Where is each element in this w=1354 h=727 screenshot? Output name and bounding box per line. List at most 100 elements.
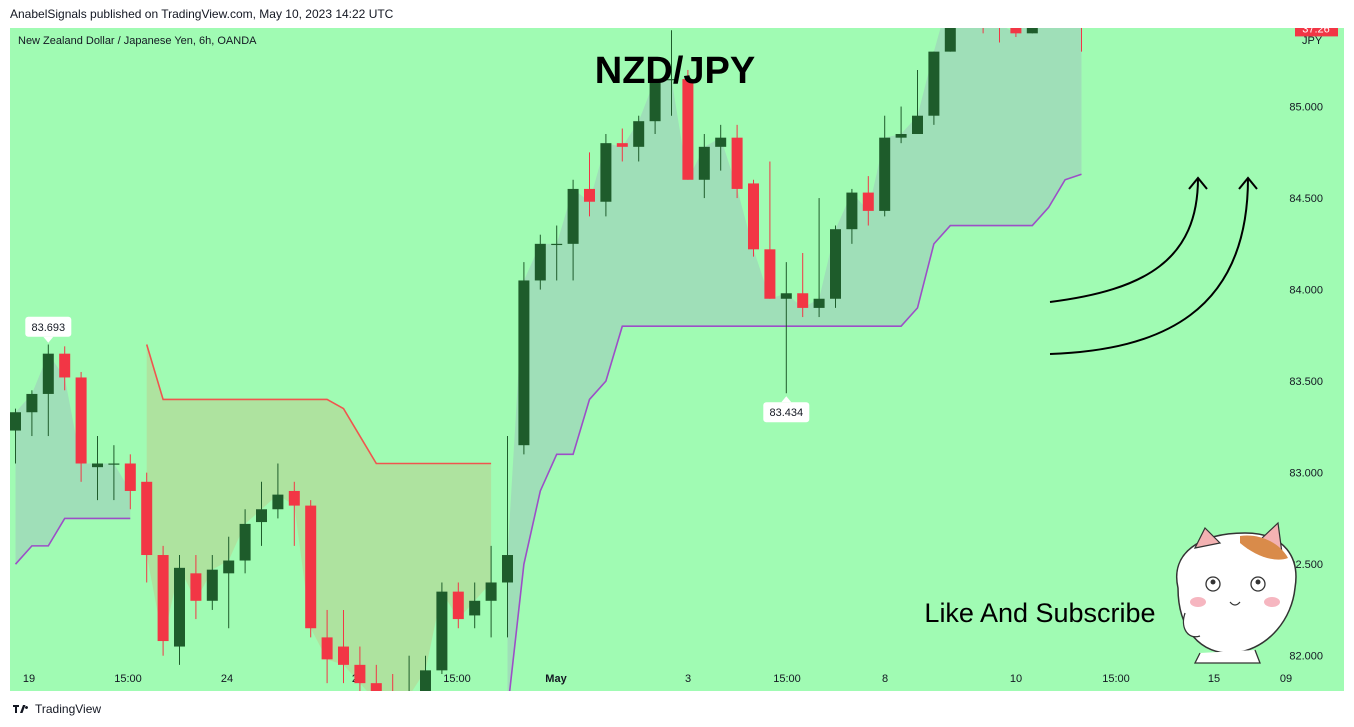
candle[interactable] <box>370 683 382 691</box>
footer: TradingView <box>12 702 101 716</box>
trail-fill <box>15 353 131 565</box>
price-annotation <box>25 316 72 337</box>
cat-mouth <box>1229 601 1241 606</box>
candle[interactable] <box>666 79 677 81</box>
candle[interactable] <box>272 494 284 510</box>
candle[interactable] <box>748 183 759 250</box>
projection-arrow-lower-head <box>1238 176 1258 190</box>
price-annotation-pointer <box>781 396 792 403</box>
candle[interactable] <box>682 79 694 180</box>
candle[interactable] <box>10 412 21 431</box>
y-tick-label: 84.000 <box>1289 285 1323 297</box>
candle[interactable] <box>944 28 956 52</box>
resistance-fill <box>146 344 492 691</box>
candle[interactable] <box>338 646 349 665</box>
price-annotation-pointer <box>43 336 54 343</box>
candle[interactable] <box>584 188 595 202</box>
last-price-countdown: 37:26 <box>1302 28 1330 35</box>
cat-ear-left <box>1193 526 1222 549</box>
candle[interactable] <box>862 192 874 211</box>
candle[interactable] <box>633 121 645 147</box>
candle[interactable] <box>698 146 710 180</box>
cat-cheek-left <box>1190 597 1206 607</box>
candle[interactable] <box>715 137 727 147</box>
candle[interactable] <box>436 591 448 671</box>
candle[interactable] <box>92 463 103 468</box>
candle[interactable] <box>206 569 218 601</box>
candle[interactable] <box>174 567 185 647</box>
candle[interactable] <box>108 463 120 465</box>
x-tick-label: 15 <box>1208 673 1220 685</box>
upper-resistance-line <box>145 344 492 465</box>
candle[interactable] <box>895 134 907 138</box>
cat-body <box>1193 649 1261 664</box>
price-annotation <box>763 402 810 423</box>
price-annotation-label: 83.434 <box>769 407 803 419</box>
chart-panel[interactable]: 82.000 82.500 83.000 83.500 84.000 84.500 85.0… <box>10 28 1344 691</box>
candle[interactable] <box>846 192 858 230</box>
candle[interactable] <box>305 505 317 629</box>
candle[interactable] <box>75 377 87 464</box>
candle[interactable] <box>649 79 661 122</box>
candle[interactable] <box>502 555 513 583</box>
candle[interactable] <box>912 115 923 135</box>
candle[interactable] <box>928 51 940 116</box>
x-tick-label: 15:00 <box>443 673 471 685</box>
candle[interactable] <box>879 137 891 211</box>
candle[interactable] <box>141 481 153 556</box>
price-annotation-label: 83.693 <box>31 322 65 334</box>
candle[interactable] <box>797 293 809 308</box>
candle[interactable] <box>420 670 431 691</box>
candle[interactable] <box>59 353 71 378</box>
y-tick-label: 85.000 <box>1289 102 1323 114</box>
candle[interactable] <box>1026 28 1038 34</box>
candle[interactable] <box>764 249 776 299</box>
candle[interactable] <box>256 509 267 523</box>
projection-arrow-upper <box>1049 177 1199 303</box>
x-tick-label: 15:00 <box>773 673 801 685</box>
candle[interactable] <box>239 523 251 561</box>
x-tick-label: 10 <box>1010 673 1022 685</box>
candle[interactable] <box>42 353 54 394</box>
candle[interactable] <box>354 664 366 684</box>
candle[interactable] <box>124 463 136 491</box>
candle[interactable] <box>288 490 300 506</box>
cat-cheek-right <box>1264 597 1280 607</box>
candle[interactable] <box>567 188 579 244</box>
candle[interactable] <box>813 298 825 308</box>
candle[interactable] <box>485 582 497 601</box>
candle[interactable] <box>469 600 481 616</box>
candle[interactable] <box>321 637 333 660</box>
candle[interactable] <box>534 243 546 281</box>
candle[interactable] <box>26 393 38 413</box>
candle[interactable] <box>223 560 235 574</box>
candle[interactable] <box>780 293 792 299</box>
candle[interactable] <box>600 143 612 202</box>
y-tick-label: 82.000 <box>1289 651 1323 663</box>
candle[interactable] <box>157 555 169 642</box>
x-tick-label: 15:00 <box>1102 673 1130 685</box>
y-tick-label: 84.500 <box>1289 193 1323 205</box>
candle[interactable] <box>551 243 563 246</box>
x-tick-label: 19 <box>23 673 35 685</box>
price-chart[interactable]: 82.000 82.500 83.000 83.500 84.000 84.500 85.0… <box>10 28 1344 691</box>
candle[interactable] <box>830 229 841 299</box>
candle[interactable] <box>452 591 464 620</box>
trail-fill <box>507 28 1082 691</box>
projection-arrow-upper-head <box>1188 176 1208 190</box>
tradingview-logo-icon <box>13 705 28 713</box>
cat-pupil-right <box>1255 579 1261 585</box>
publish-info: AnabelSignals published on TradingView.c… <box>10 7 394 21</box>
projection-arrow-lower <box>1049 177 1249 355</box>
candle[interactable] <box>518 280 530 446</box>
candle[interactable] <box>731 137 743 189</box>
candle[interactable] <box>1010 28 1022 34</box>
x-tick-label: 3 <box>685 673 691 685</box>
cat-patch <box>1240 535 1288 560</box>
x-tick-label: 8 <box>882 673 888 685</box>
y-tick-label: 83.000 <box>1289 468 1323 480</box>
candle[interactable] <box>616 143 628 147</box>
caption-text: Like And Subscribe <box>924 598 1155 628</box>
candle[interactable] <box>190 573 202 601</box>
cat-mascot-icon <box>1175 521 1297 664</box>
